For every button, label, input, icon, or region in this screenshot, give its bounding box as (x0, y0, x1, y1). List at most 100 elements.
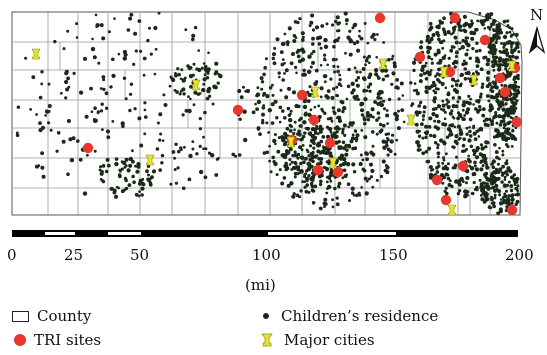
residence-point (450, 123, 455, 128)
residence-point (473, 132, 476, 135)
residence-point (302, 35, 305, 39)
residence-point (187, 95, 190, 98)
residence-point (128, 156, 133, 162)
residence-point (183, 145, 186, 149)
residence-point (336, 185, 340, 188)
residence-point (412, 89, 416, 92)
residence-point (484, 192, 489, 197)
residence-point (298, 145, 303, 150)
residence-point (381, 77, 385, 82)
residence-point (278, 105, 283, 110)
residence-point (472, 126, 475, 130)
residence-point (342, 168, 347, 173)
residence-point (285, 151, 290, 156)
residence-point (205, 76, 210, 80)
residence-point (66, 29, 70, 33)
residence-point (278, 120, 282, 124)
residence-point (147, 173, 150, 177)
residence-point (123, 188, 127, 192)
residence-point (476, 60, 481, 64)
residence-point (378, 122, 383, 127)
residence-point (217, 73, 221, 76)
residence-point (486, 70, 491, 75)
residence-point (445, 135, 450, 139)
residence-point (304, 156, 308, 161)
residence-point (463, 114, 467, 117)
residence-point (388, 149, 393, 154)
residence-point (482, 158, 486, 163)
residence-point (296, 157, 300, 160)
tri-site-point (449, 12, 461, 24)
residence-point (59, 91, 63, 95)
residence-point (362, 88, 367, 93)
residence-point (312, 49, 316, 54)
residence-point (349, 139, 354, 144)
residence-point (499, 119, 503, 123)
residence-point (468, 56, 472, 60)
residence-point (262, 91, 267, 96)
residence-point (512, 109, 517, 113)
residence-point (464, 110, 470, 115)
residence-point (113, 17, 116, 20)
residence-point (283, 131, 288, 136)
residence-point (316, 149, 321, 154)
residence-point (293, 150, 297, 154)
residence-point (441, 46, 445, 50)
residence-point (203, 73, 207, 77)
residence-point (453, 125, 457, 129)
residence-point (56, 131, 61, 135)
residence-point (505, 51, 510, 56)
residence-point (477, 135, 481, 138)
residence-point (288, 129, 293, 133)
residence-point (514, 193, 517, 197)
residence-point (339, 157, 344, 161)
residence-point (454, 89, 460, 95)
residence-point (432, 89, 436, 92)
residence-point (375, 118, 379, 122)
residence-point (296, 54, 301, 59)
major-city-marker (439, 66, 449, 78)
residence-point (510, 45, 513, 49)
residence-point (420, 122, 424, 127)
residence-point (277, 71, 281, 75)
residence-point (358, 29, 361, 33)
residence-point (441, 55, 446, 61)
residence-point (461, 103, 466, 108)
residence-point (75, 22, 79, 26)
residence-point (242, 109, 247, 114)
residence-point (376, 111, 381, 115)
residence-point (509, 58, 513, 61)
residence-point (506, 24, 510, 28)
scale-unit: (mi) (245, 276, 276, 294)
residence-point (109, 85, 113, 89)
residence-point (351, 26, 355, 30)
residence-point (271, 83, 274, 87)
residence-point (302, 120, 307, 125)
residence-point (296, 167, 301, 172)
residence-point (345, 148, 349, 152)
residence-point (456, 179, 460, 184)
residence-point (283, 72, 286, 75)
residence-point (141, 177, 145, 181)
residence-point (359, 70, 362, 74)
residence-point (91, 37, 94, 41)
residence-point (420, 67, 425, 73)
residence-point (105, 106, 109, 111)
residence-point (466, 70, 471, 76)
residence-point (323, 37, 328, 43)
residence-point (427, 125, 432, 129)
residence-point (270, 102, 275, 107)
residence-point (501, 63, 505, 67)
residence-point (210, 153, 215, 158)
residence-point (497, 22, 501, 26)
residence-point (191, 37, 195, 42)
residence-point (45, 109, 49, 114)
residence-point (355, 70, 359, 74)
residence-point (386, 153, 390, 157)
residence-point (515, 192, 521, 197)
residence-point (314, 131, 318, 135)
residence-point (177, 72, 181, 77)
residence-point (99, 171, 104, 176)
residence-point (129, 82, 134, 86)
residence-point (67, 85, 71, 89)
